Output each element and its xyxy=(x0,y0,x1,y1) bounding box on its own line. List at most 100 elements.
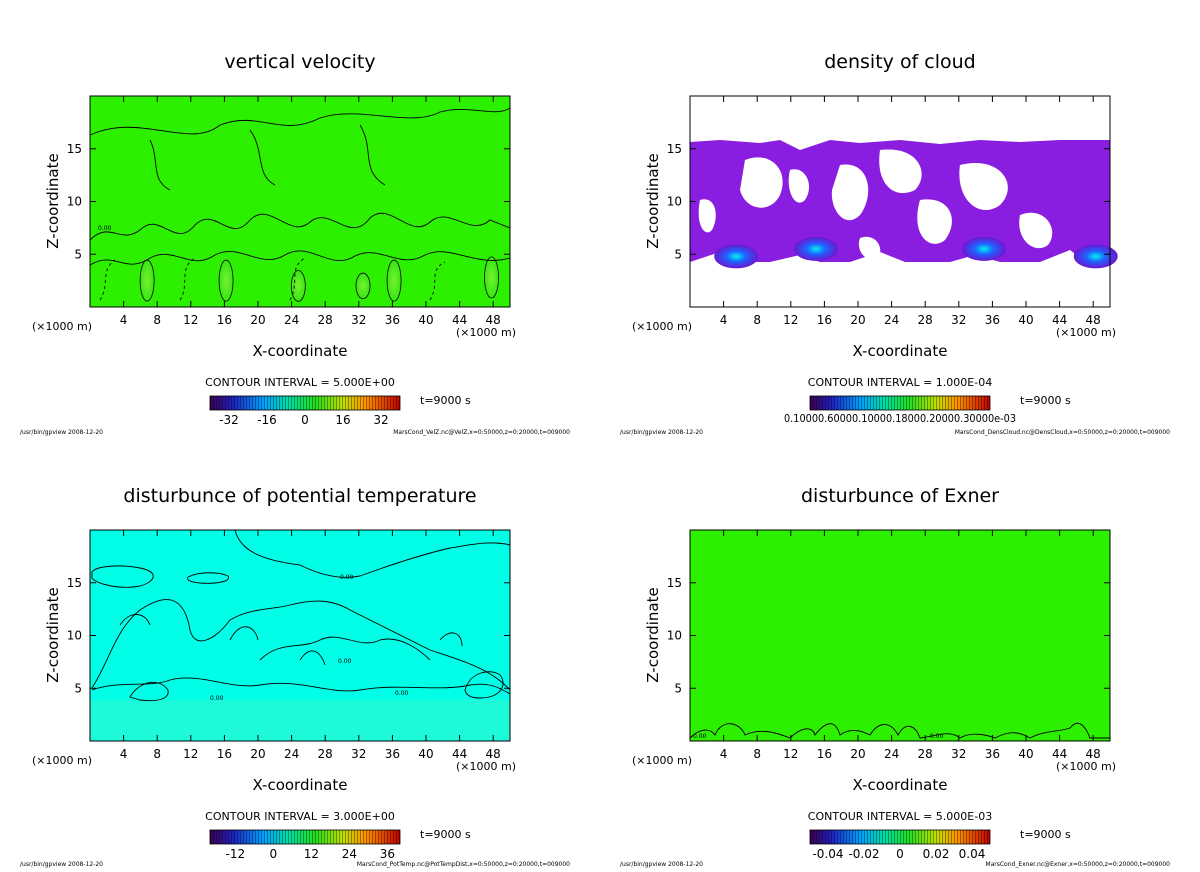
contour-label: 0.00 xyxy=(693,733,707,740)
updraft-contour xyxy=(218,259,234,302)
x-tick-label: 48 xyxy=(1086,313,1101,327)
contour-interval: CONTOUR INTERVAL = 5.000E-03 xyxy=(808,810,992,823)
x-tick-label: 4 xyxy=(120,747,128,761)
chart-title: vertical velocity xyxy=(224,51,375,73)
x-axis-label: X-coordinate xyxy=(853,342,948,360)
colorbar-tick-label: 16 xyxy=(335,413,350,427)
x-unit-left: (×1000 m) xyxy=(32,320,92,333)
colorbar-tick-label: 12 xyxy=(304,847,319,861)
x-tick-label: 36 xyxy=(385,313,400,327)
contour-layer xyxy=(89,107,511,301)
x-axis-label: X-coordinate xyxy=(253,342,348,360)
updraft-contour xyxy=(484,256,499,299)
y-tick-label: 15 xyxy=(667,142,682,156)
x-unit-right: (×1000 m) xyxy=(1056,760,1116,773)
colorbar-tick-label: 0 xyxy=(270,847,278,861)
x-tick-label: 32 xyxy=(951,747,966,761)
x-tick-label: 44 xyxy=(452,313,467,327)
x-tick-label: 32 xyxy=(951,313,966,327)
x-tick-label: 12 xyxy=(783,313,798,327)
x-tick-label: 28 xyxy=(318,747,333,761)
contour-line xyxy=(149,124,386,191)
x-tick-label: 24 xyxy=(284,747,299,761)
x-tick-label: 20 xyxy=(850,747,865,761)
y-tick-label: 15 xyxy=(67,576,82,590)
x-tick-label: 28 xyxy=(318,313,333,327)
x-tick-label: 28 xyxy=(918,313,933,327)
chart-title: disturbunce of Exner xyxy=(801,485,999,507)
x-tick-label: 36 xyxy=(985,747,1000,761)
x-tick-label: 32 xyxy=(351,747,366,761)
time-label: t=9000 s xyxy=(1020,394,1071,407)
cloud-gap xyxy=(740,157,783,208)
contour-line xyxy=(689,722,1110,739)
x-tick-label: 24 xyxy=(884,747,899,761)
x-tick-label: 32 xyxy=(351,313,366,327)
footer-right: MarsCond_Exner.nc@Exner,x=0:50000,z=0:20… xyxy=(985,861,1170,868)
panel-exner: disturbunce of Exner 0.00 0.00 4 8 12 16 20 2… xyxy=(620,485,1170,868)
contour-line xyxy=(187,572,230,584)
x-tick-label: 20 xyxy=(250,313,265,327)
dense-cloud-core xyxy=(794,236,838,261)
contour-label: 0.00 xyxy=(98,225,112,232)
x-tick-label: 4 xyxy=(720,313,728,327)
footer-right: MarsCond_PotTemp.nc@PotTempDist,x=0:5000… xyxy=(357,861,570,868)
x-unit-right: (×1000 m) xyxy=(1056,326,1116,339)
y-tick-label: 15 xyxy=(67,142,82,156)
y-tick-label: 15 xyxy=(667,576,682,590)
chart-title: disturbunce of potential temperature xyxy=(123,485,476,507)
y-axis-label: Z-coordinate xyxy=(44,587,62,682)
footer-left: /usr/bin/gpview 2008-12-20 xyxy=(20,429,103,436)
colorbar-tick-label: -32 xyxy=(219,413,239,427)
footer-left: /usr/bin/gpview 2008-12-20 xyxy=(620,429,703,436)
cloud-gap xyxy=(917,199,952,244)
panel-density-of-cloud: density of cloud 4 8 12 16 20 24 28 32 36 40 44 485… xyxy=(620,51,1170,436)
contour-interval: CONTOUR INTERVAL = 3.000E+00 xyxy=(205,810,395,823)
time-label: t=9000 s xyxy=(1020,828,1071,841)
y-axis-label: Z-coordinate xyxy=(644,153,662,248)
y-tick-label: 5 xyxy=(74,247,82,261)
cloud-gap xyxy=(879,149,922,194)
x-tick-label: 48 xyxy=(1086,747,1101,761)
colorbar-ticks: -0.04 -0.02 0 0.02 0.04 xyxy=(812,847,985,861)
colorbar-tick-label: 0 xyxy=(896,847,904,861)
x-unit-right: (×1000 m) xyxy=(456,760,516,773)
y-tick-label: 5 xyxy=(674,681,682,695)
x-tick-label: 16 xyxy=(217,313,232,327)
x-tick-label: 8 xyxy=(153,313,161,327)
contour-line xyxy=(91,599,511,691)
colorbar-frame xyxy=(809,829,991,845)
colorbar-tick-label: -0.04 xyxy=(812,847,843,861)
dense-cloud-core xyxy=(962,236,1006,261)
x-unit-left: (×1000 m) xyxy=(32,754,92,767)
contour-label: 0.00 xyxy=(210,695,224,702)
footer-right: MarsCond_DensCloud.nc@DensCloud,x=0:5000… xyxy=(955,429,1170,436)
cloud-gap xyxy=(698,199,716,233)
field-layer xyxy=(137,250,502,309)
cloud-gaps xyxy=(698,149,1053,260)
panel-potential-temperature: disturbunce of potential temperature 0.0… xyxy=(20,485,570,868)
contour-line xyxy=(234,529,511,578)
colorbar-frame xyxy=(209,395,401,411)
contour-line xyxy=(129,682,169,702)
x-tick-label: 16 xyxy=(817,313,832,327)
x-tick-label: 8 xyxy=(753,747,761,761)
contour-line xyxy=(91,677,511,695)
colorbar-ticks: -32 -16 0 16 32 xyxy=(219,413,388,427)
x-tick-label: 44 xyxy=(1052,747,1067,761)
colorbar-tick-label: 0.02 xyxy=(923,847,950,861)
x-tick-label: 16 xyxy=(817,747,832,761)
dense-cores xyxy=(714,236,1118,269)
lower-layer-shading xyxy=(90,700,510,741)
x-tick-label: 44 xyxy=(452,747,467,761)
x-tick-label: 16 xyxy=(217,747,232,761)
x-tick-label: 40 xyxy=(1018,313,1033,327)
time-label: t=9000 s xyxy=(420,828,471,841)
x-tick-label: 44 xyxy=(1052,313,1067,327)
colorbar-frame xyxy=(209,829,401,845)
contour-label: 0.00 xyxy=(930,733,944,740)
footer-left: /usr/bin/gpview 2008-12-20 xyxy=(20,861,103,868)
